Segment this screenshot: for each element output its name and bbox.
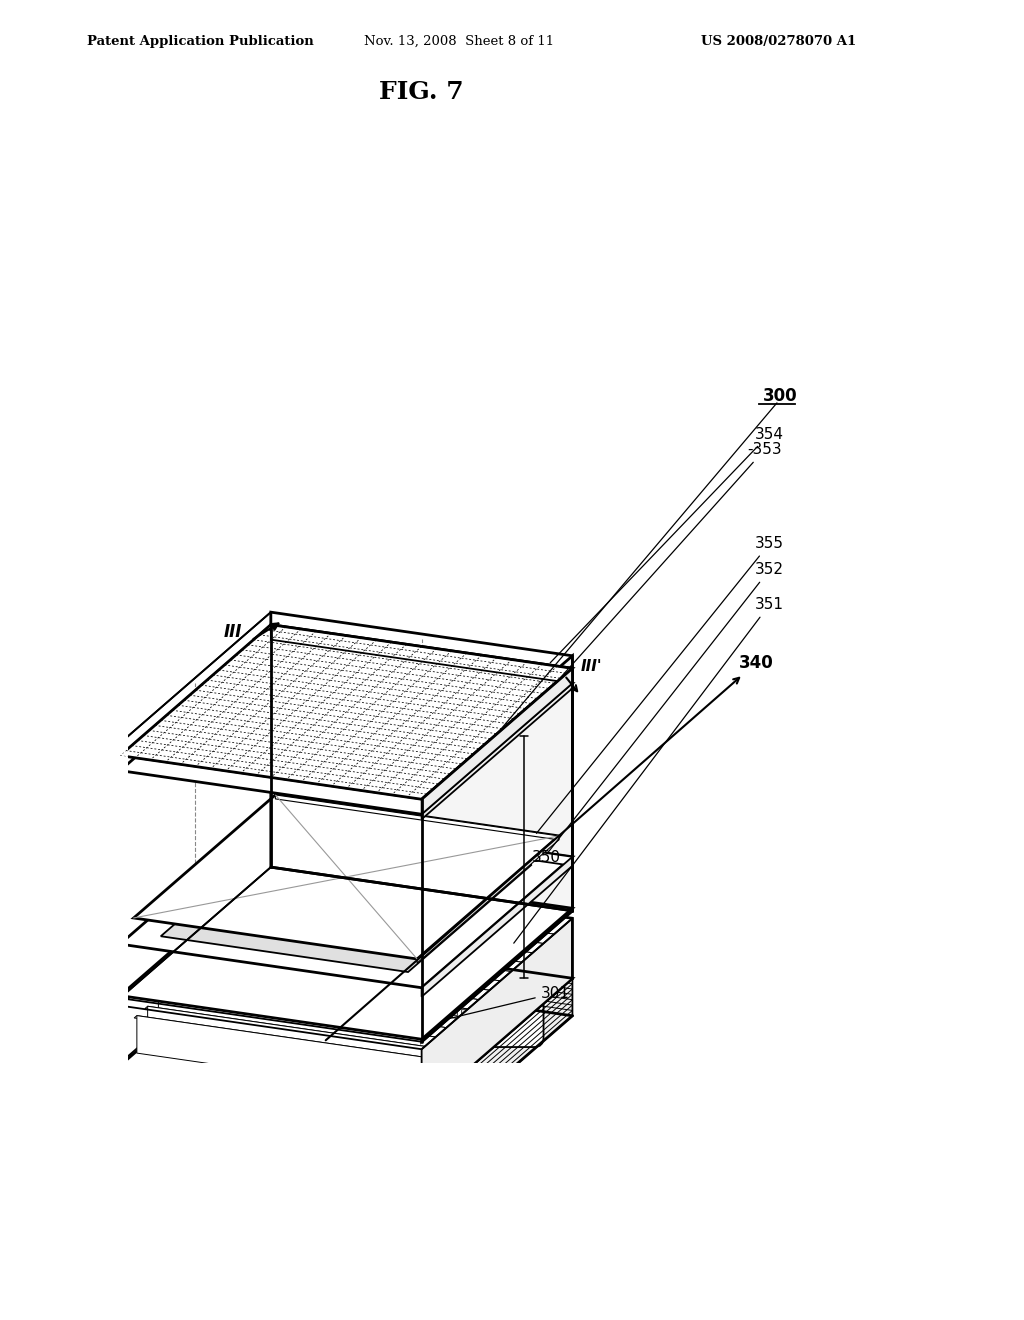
Polygon shape (270, 624, 572, 684)
Bar (393, 1008, 399, 1015)
Text: FIG. 7: FIG. 7 (379, 81, 464, 104)
Polygon shape (422, 919, 572, 1109)
Bar (509, 1008, 515, 1015)
Polygon shape (120, 624, 572, 799)
Bar (384, 1008, 390, 1015)
Text: III: III (223, 623, 242, 640)
Text: Patent Application Publication: Patent Application Publication (87, 34, 313, 48)
Polygon shape (199, 960, 490, 1003)
Polygon shape (145, 1006, 437, 1051)
Polygon shape (137, 1015, 426, 1096)
Text: -353: -353 (559, 442, 781, 678)
Polygon shape (422, 857, 572, 997)
Polygon shape (212, 950, 502, 1030)
Text: 351: 351 (514, 597, 784, 944)
Polygon shape (266, 903, 556, 983)
Polygon shape (220, 941, 513, 985)
Text: 300: 300 (763, 387, 798, 405)
Polygon shape (422, 656, 572, 1041)
Polygon shape (134, 1015, 426, 1060)
Polygon shape (255, 912, 545, 993)
Polygon shape (274, 894, 566, 939)
Polygon shape (180, 978, 469, 1057)
Polygon shape (120, 932, 572, 1106)
Polygon shape (270, 813, 572, 866)
Bar (345, 1008, 351, 1015)
Polygon shape (263, 903, 556, 948)
Polygon shape (134, 795, 559, 960)
Polygon shape (253, 912, 545, 957)
Polygon shape (275, 795, 559, 840)
Text: 350: 350 (531, 850, 561, 865)
Text: 354: 354 (550, 426, 784, 663)
Bar (402, 1008, 410, 1015)
Polygon shape (422, 668, 572, 814)
Polygon shape (167, 987, 459, 1032)
Bar (489, 1008, 496, 1015)
Bar (479, 1008, 486, 1015)
Polygon shape (422, 684, 572, 820)
Polygon shape (291, 979, 526, 999)
Bar (355, 1008, 361, 1015)
Bar (336, 1008, 342, 1015)
Bar (413, 1008, 419, 1015)
Text: 355: 355 (537, 536, 784, 833)
Polygon shape (120, 813, 572, 987)
Polygon shape (276, 894, 566, 973)
Polygon shape (245, 923, 535, 1002)
Polygon shape (417, 836, 559, 964)
Polygon shape (169, 987, 459, 1067)
Polygon shape (422, 978, 572, 1147)
Polygon shape (242, 923, 535, 966)
Polygon shape (177, 978, 469, 1023)
Polygon shape (231, 932, 523, 975)
Polygon shape (270, 640, 572, 688)
Bar (470, 1008, 476, 1015)
Polygon shape (159, 997, 447, 1076)
Bar (461, 1008, 467, 1015)
Bar (432, 1008, 438, 1015)
Polygon shape (233, 932, 523, 1011)
Text: Nov. 13, 2008  Sheet 8 of 11: Nov. 13, 2008 Sheet 8 of 11 (364, 34, 554, 48)
Polygon shape (161, 829, 531, 972)
Polygon shape (120, 935, 270, 1104)
Bar (316, 1008, 323, 1015)
Polygon shape (210, 950, 502, 994)
Polygon shape (120, 865, 572, 1039)
Text: 301: 301 (449, 986, 569, 1019)
Polygon shape (190, 969, 480, 1048)
Text: III': III' (581, 660, 602, 675)
Polygon shape (188, 969, 480, 1012)
Bar (422, 1008, 428, 1015)
Text: 352: 352 (547, 562, 784, 854)
Bar (374, 1008, 380, 1015)
Text: 340: 340 (326, 653, 774, 1040)
Polygon shape (120, 935, 572, 1109)
Bar (451, 1008, 457, 1015)
FancyBboxPatch shape (282, 995, 544, 1047)
Bar (441, 1008, 447, 1015)
Bar (499, 1008, 505, 1015)
Text: US 2008/0278070 A1: US 2008/0278070 A1 (701, 34, 857, 48)
Polygon shape (223, 941, 513, 1020)
Bar (307, 1008, 313, 1015)
Polygon shape (120, 612, 270, 998)
Bar (365, 1008, 371, 1015)
Polygon shape (147, 1006, 437, 1085)
Bar (326, 1008, 333, 1015)
Polygon shape (156, 997, 447, 1041)
Polygon shape (120, 640, 572, 814)
Polygon shape (202, 960, 490, 1039)
